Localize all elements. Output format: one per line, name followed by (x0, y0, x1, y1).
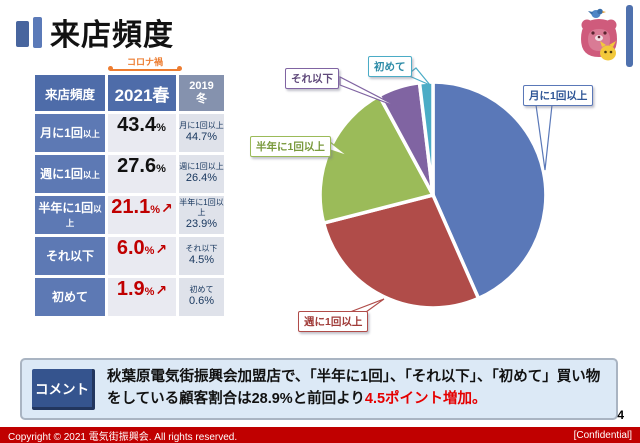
row-label-first: 初めて (35, 278, 105, 316)
title-accent-bar-icon (16, 21, 29, 47)
value-2021-halfyear: 21.1% ↗ (108, 196, 176, 234)
callout-leader-first (405, 67, 431, 86)
slide-header: 来店頻度 (16, 10, 174, 54)
row-label-weekly: 週に1回以上 (35, 155, 105, 193)
value-2019-first: 初めて 0.6% (179, 278, 224, 316)
table-header-2019: 2019 冬 (179, 75, 224, 111)
mascot-bear-bird-chick-icon (581, 8, 617, 61)
value-2021-monthly: 43.4% (108, 114, 176, 152)
pie-label-weekly: 週に1回以上 (298, 311, 369, 332)
pie-label-first: 初めて (368, 56, 412, 77)
comment-emphasis: 4.5ポイント増加。 (364, 391, 487, 407)
footer-bar: Copyright © 2021 電気街振興会. All rights rese… (0, 427, 640, 443)
page-title: 来店頻度 (50, 19, 174, 52)
row-label-less: それ以下 (35, 237, 105, 275)
pie-label-less: それ以下 (285, 68, 339, 89)
callout-leader-less (339, 76, 401, 109)
value-2019-less: それ以下 4.5% (179, 237, 224, 275)
table-header-2021: 2021春 (108, 75, 176, 111)
corona-bracket-dot (177, 66, 182, 71)
value-2019-monthly: 月に1回以上 44.7% (179, 114, 224, 152)
pie-slice-1 (321, 193, 481, 310)
corona-bracket-line (110, 69, 180, 71)
copyright-text: Copyright © 2021 電気街振興会. All rights rese… (8, 431, 238, 443)
title-accent-bar-icon (33, 16, 42, 48)
corona-bracket-dot (108, 66, 113, 71)
row-label-monthly: 月に1回以上 (35, 114, 105, 152)
value-2019-halfyear: 半年に1回以上 23.9% (179, 196, 224, 234)
comment-tag: コメント (32, 368, 95, 410)
pie-slice-0 (431, 80, 548, 301)
row-label-halfyear: 半年に1回以上 (35, 196, 105, 234)
value-2021-first: 1.9% ↗ (108, 278, 176, 316)
pie-label-halfyear: 半年に1回以上 (250, 136, 331, 157)
corona-period-label: コロナ禍 (126, 57, 163, 67)
comment-box: コメント 秋葉原電気街振興会加盟店で、「半年に1回」、「それ以下」、「初めて」買… (20, 358, 618, 420)
confidential-label: [Confidential] (573, 429, 632, 441)
table-header-frequency: 来店頻度 (35, 75, 105, 111)
value-2019-weekly: 週に1回以上 26.4% (179, 155, 224, 193)
value-2021-less: 6.0% ↗ (108, 237, 176, 275)
value-2021-weekly: 27.6% (108, 155, 176, 193)
page-number: 4 (617, 408, 624, 422)
comment-text: 秋葉原電気街振興会加盟店で、「半年に1回」、「それ以下」、「初めて」買い物をして… (107, 369, 601, 407)
pie-chart-svg (318, 67, 553, 313)
visit-frequency-pie-chart: 月に1回以上 週に1回以上 半年に1回以上 それ以下 初めて (250, 52, 640, 362)
pie-label-monthly: 月に1回以上 (523, 85, 594, 106)
right-edge-accent-bar (626, 5, 633, 67)
